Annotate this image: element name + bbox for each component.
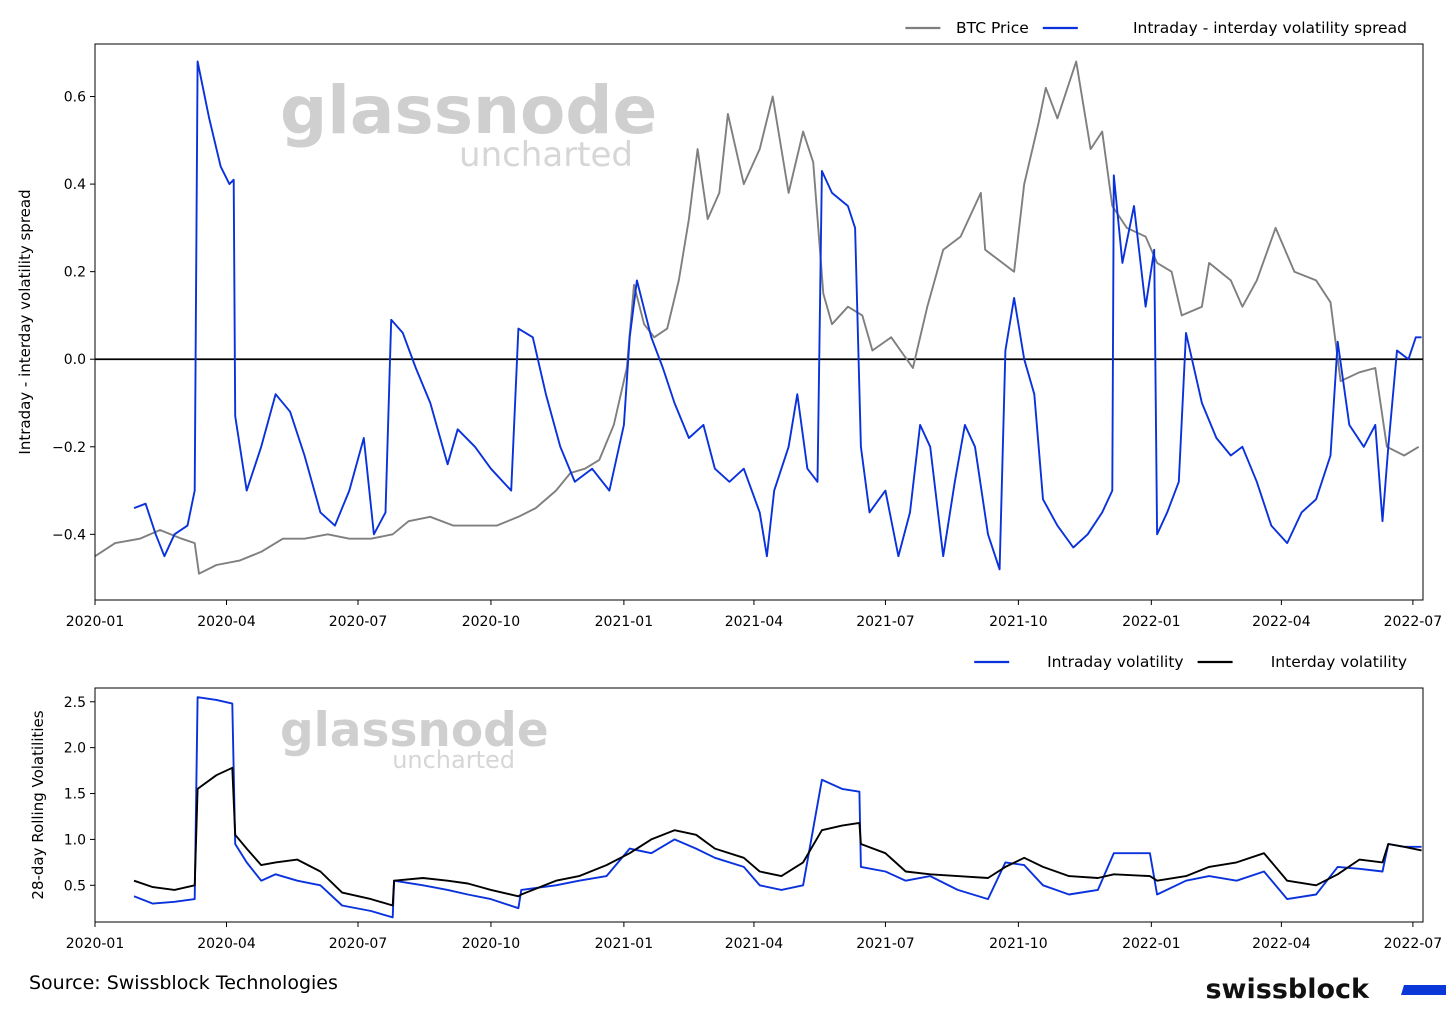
- x-tick-label: 2022-07: [1384, 936, 1443, 952]
- x-tick-label: 2022-01: [1122, 936, 1181, 952]
- x-tick-label: 2020-04: [197, 936, 256, 952]
- watermark-top: glassnode uncharted: [280, 72, 657, 175]
- axes-frame: [94, 687, 1424, 923]
- x-tick-label: 2022-04: [1252, 614, 1311, 630]
- x-tick-label: 2020-01: [66, 936, 125, 952]
- y-tick-label: −0.2: [52, 440, 86, 456]
- brand-accent-mark: [1401, 985, 1446, 995]
- y-axis-label: 28-day Rolling Volatilities: [29, 710, 47, 899]
- legend-label: Intraday volatility: [1047, 653, 1184, 671]
- watermark-top-line1: glassnode: [280, 72, 657, 149]
- watermark-bottom-line1: glassnode: [280, 703, 549, 758]
- brand-name: swissblock: [1205, 974, 1370, 1005]
- plot-area: [133, 696, 1422, 919]
- series-line-1: [133, 696, 1422, 919]
- legend-label: Intraday - interday volatility spread: [1133, 19, 1407, 37]
- x-tick-label: 2022-01: [1122, 614, 1181, 630]
- series-line-2: [133, 60, 1422, 571]
- source-note: Source: Swissblock Technologies: [29, 972, 338, 994]
- volatility-subplot: 0.5 1.0 1.5 2.0 2.5 2020-01 2020-04 2020-07 2020…: [29, 653, 1442, 952]
- legend: Intraday - interday volatility spread BTC…: [905, 19, 1407, 37]
- x-tick-label: 2021-07: [856, 936, 915, 952]
- watermark-bottom: glassnode uncharted: [280, 703, 549, 774]
- x-tick-label: 2020-01: [66, 614, 125, 630]
- x-tick-label: 2021-01: [595, 936, 654, 952]
- legend-label: BTC Price: [956, 19, 1029, 37]
- legend-label: Interday volatility: [1271, 653, 1407, 671]
- y-tick-label: 0.2: [64, 265, 86, 281]
- x-tick-label: 2020-10: [462, 614, 521, 630]
- y-tick-label: 2.5: [64, 695, 86, 711]
- x-tick-label: 2021-10: [989, 936, 1048, 952]
- x-tick-label: 2020-07: [329, 936, 388, 952]
- axes-frame: [94, 43, 1424, 601]
- x-tick-label: 2021-07: [856, 614, 915, 630]
- x-tick-label: 2021-01: [595, 614, 654, 630]
- watermark-bottom-line2: uncharted: [392, 746, 515, 774]
- y-tick-label: −0.4: [52, 527, 86, 543]
- y-tick-label: 1.0: [64, 832, 86, 848]
- y-tick-label: 0.0: [64, 352, 86, 368]
- x-tick-label: 2021-04: [725, 614, 784, 630]
- x-tick-label: 2022-07: [1384, 614, 1443, 630]
- series-line-1: [95, 60, 1420, 575]
- x-tick-label: 2020-04: [197, 614, 256, 630]
- spread-subplot: −0.4 −0.2 0.0 0.2 0.4 0.6 2020-01 2020-04 2020-0…: [16, 19, 1442, 630]
- y-tick-label: 1.5: [64, 787, 86, 803]
- x-tick-label: 2022-04: [1252, 936, 1311, 952]
- x-tick-label: 2020-10: [462, 936, 521, 952]
- series-line-2: [133, 766, 1422, 907]
- watermark-top-line2: uncharted: [459, 135, 633, 175]
- swissblock-logo: swissblock: [1205, 974, 1446, 1005]
- y-axis-label: Intraday - interday volatility spread: [16, 189, 34, 454]
- y-tick-label: 2.0: [64, 741, 86, 757]
- plot-area: [95, 60, 1423, 575]
- x-tick-label: 2020-07: [329, 614, 388, 630]
- legend: Interday volatility Intraday volatility: [974, 653, 1407, 671]
- y-tick-label: 0.4: [64, 177, 86, 193]
- y-tick-label: 0.6: [64, 90, 86, 106]
- x-tick-label: 2021-10: [989, 614, 1048, 630]
- x-tick-label: 2021-04: [725, 936, 784, 952]
- y-tick-label: 0.5: [64, 878, 86, 894]
